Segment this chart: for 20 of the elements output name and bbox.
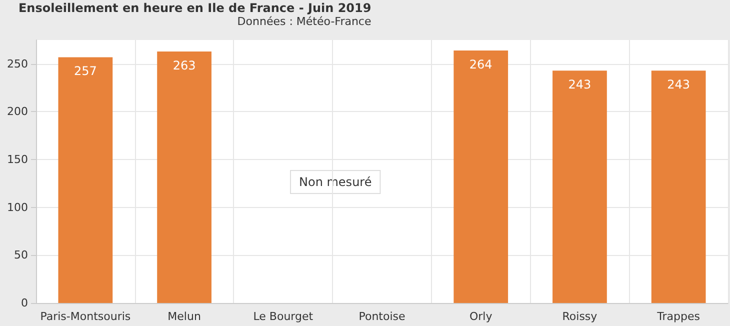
data-label: 243 bbox=[568, 78, 592, 92]
y-tick-label: 250 bbox=[7, 57, 28, 70]
y-tick-label: 100 bbox=[7, 200, 28, 214]
y-tick-label: 200 bbox=[7, 105, 28, 118]
x-tick-label: Paris-Montsouris bbox=[40, 310, 131, 323]
data-label: 263 bbox=[172, 58, 196, 72]
data-label: 264 bbox=[469, 58, 492, 72]
x-tick-label: Roissy bbox=[562, 310, 598, 323]
x-tick-label: Trappes bbox=[656, 310, 700, 323]
y-tick-label: 0 bbox=[21, 296, 28, 310]
chart-title: Ensoleillement en heure en Ile de France - Juin 2019 bbox=[18, 1, 372, 15]
x-tick-label: Melun bbox=[168, 310, 201, 323]
data-label: 243 bbox=[667, 78, 690, 92]
x-tick-label: Pontoise bbox=[358, 310, 406, 323]
y-tick-label: 50 bbox=[14, 248, 28, 262]
y-tick-label: 150 bbox=[7, 153, 28, 166]
x-tick-label: Le Bourget bbox=[253, 310, 314, 323]
x-tick-label: Orly bbox=[469, 310, 493, 323]
data-label: 257 bbox=[74, 64, 97, 78]
chart-subtitle: Données : Météo-France bbox=[237, 15, 372, 28]
